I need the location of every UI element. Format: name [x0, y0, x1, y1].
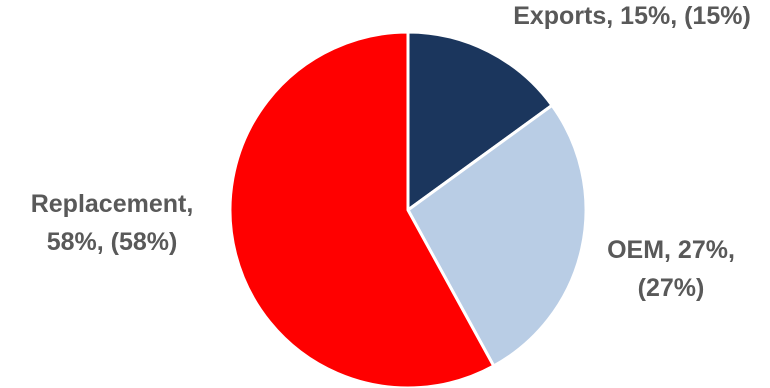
- data-label-line: 58%, (58%): [47, 228, 178, 256]
- data-label-line: Exports, 15%, (15%): [513, 2, 751, 30]
- data-label-oem: OEM, 27%, (27%): [607, 236, 735, 302]
- pie-slice-exports: [406, 30, 554, 212]
- pie-slices: [228, 30, 588, 388]
- pie-data-labels: Exports, 15%, (15%) OEM, 27%, (27%) Replace…: [31, 2, 751, 302]
- pie-slice-oem: [406, 103, 588, 368]
- data-label-line: OEM, 27%,: [607, 236, 735, 264]
- data-label-exports: Exports, 15%, (15%): [513, 2, 751, 30]
- data-label-replacement: Replacement, 58%, (58%): [31, 190, 194, 256]
- data-label-line: (27%): [638, 274, 705, 302]
- data-label-line: Replacement,: [31, 190, 194, 218]
